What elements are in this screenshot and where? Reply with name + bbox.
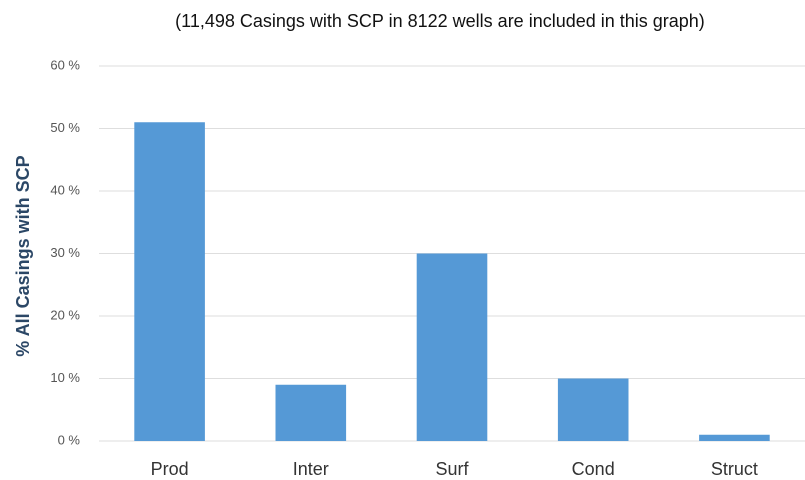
bar xyxy=(699,434,770,441)
y-axis-label: % All Casings with SCP xyxy=(13,155,33,356)
chart-title: (11,498 Casings with SCP in 8122 wells a… xyxy=(175,11,705,31)
x-tick-label: Prod xyxy=(151,459,189,479)
bar xyxy=(557,378,629,441)
x-tick-label: Cond xyxy=(572,459,615,479)
x-tick-label: Inter xyxy=(293,459,329,479)
y-tick-label: 60 % xyxy=(50,57,80,72)
y-tick-label: 40 % xyxy=(50,182,80,197)
y-tick-label: 10 % xyxy=(50,370,80,385)
bar xyxy=(134,122,205,441)
x-tick-label: Struct xyxy=(711,459,758,479)
y-tick-label: 20 % xyxy=(50,307,80,322)
y-tick-label: 50 % xyxy=(50,120,80,135)
y-tick-label: 30 % xyxy=(50,245,80,260)
bar xyxy=(275,384,347,441)
bar xyxy=(416,253,488,441)
x-tick-label: Surf xyxy=(435,459,469,479)
y-tick-label: 0 % xyxy=(58,432,81,447)
